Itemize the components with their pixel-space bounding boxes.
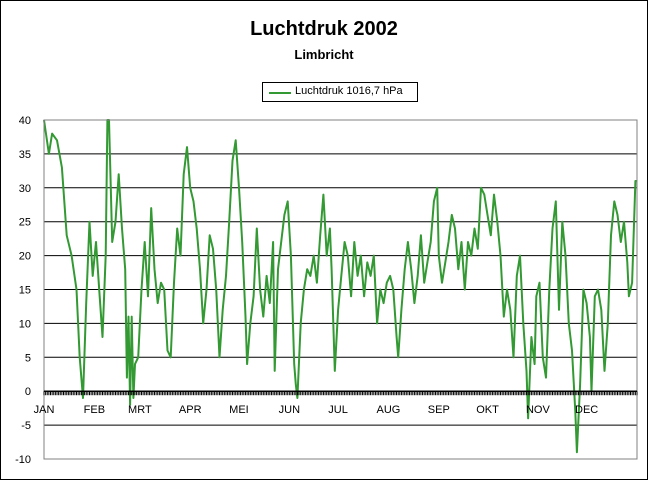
legend-swatch (269, 92, 291, 94)
plot-border (43, 119, 638, 460)
series-line (43, 119, 637, 454)
x-tick-labels: JAN FEB MRT APR MEI JUN JUL AUG SEP OKT NOV DEC (34, 404, 599, 416)
y-tick-label: 30 (19, 183, 31, 195)
x-tick-label: NOV (526, 404, 551, 416)
series-layer (43, 119, 637, 454)
y-tick-labels: 40 35 30 25 20 15 10 5 0 -5 -10 (15, 115, 31, 466)
y-tick-label: 0 (25, 386, 31, 398)
x-tick-label: APR (179, 404, 202, 416)
x-tick-label: SEP (428, 404, 450, 416)
x-tick-label: JUN (279, 404, 300, 416)
chart-subtitle: Limbricht (294, 47, 354, 62)
x-tick-label: FEB (84, 404, 105, 416)
axes (43, 119, 638, 460)
legend-label: Luchtdruk 1016,7 hPa (295, 85, 403, 97)
x-tick-label: AUG (377, 404, 401, 416)
y-tick-label: 35 (19, 149, 31, 161)
y-tick-label: 40 (19, 115, 31, 127)
x-tick-label: JUL (328, 404, 348, 416)
y-tick-label: 25 (19, 217, 31, 229)
y-tick-label: 10 (19, 318, 31, 330)
y-tick-label: 20 (19, 251, 31, 263)
x-tick-label: OKT (476, 404, 499, 416)
x-tick-label: JAN (34, 404, 55, 416)
y-tick-label: -5 (21, 420, 31, 432)
y-tick-label: 15 (19, 285, 31, 297)
y-tick-label: 5 (25, 352, 31, 364)
chart-title: Luchtdruk 2002 (250, 18, 398, 40)
y-tick-label: -10 (15, 454, 31, 466)
x-tick-label: MEI (229, 404, 249, 416)
x-tick-label: MRT (128, 404, 152, 416)
x-tick-label: DEC (575, 404, 598, 416)
legend: Luchtdruk 1016,7 hPa (262, 82, 418, 102)
